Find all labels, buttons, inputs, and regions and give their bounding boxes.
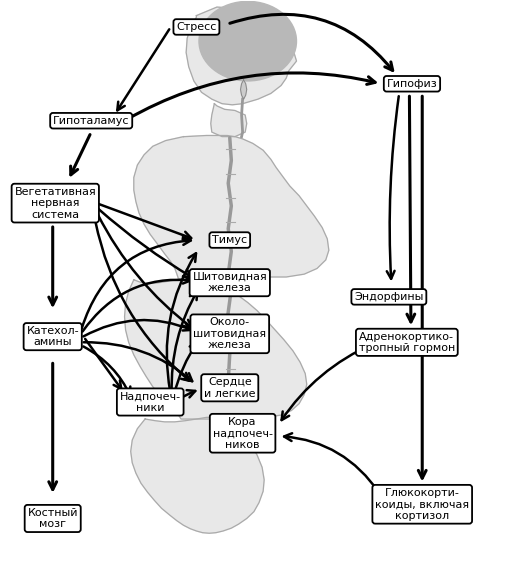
- Text: Вегетативная
нервная
система: Вегетативная нервная система: [14, 187, 96, 220]
- Text: Эндорфины: Эндорфины: [354, 292, 424, 302]
- Text: Катехол-
амины: Катехол- амины: [26, 326, 79, 347]
- Text: Сердце
и легкие: Сердце и легкие: [204, 377, 255, 399]
- Text: Костный
мозг: Костный мозг: [27, 508, 78, 529]
- Polygon shape: [131, 417, 264, 533]
- Polygon shape: [134, 135, 329, 282]
- Polygon shape: [124, 279, 307, 419]
- Text: Надпочеч-
ники: Надпочеч- ники: [120, 391, 181, 413]
- Polygon shape: [186, 7, 297, 105]
- Text: Тимус: Тимус: [212, 235, 247, 245]
- Text: Гипофиз: Гипофиз: [386, 79, 438, 89]
- Text: Шитовидная
железа: Шитовидная железа: [192, 272, 267, 293]
- Text: Гипоталамус: Гипоталамус: [53, 116, 130, 126]
- Text: Адренокортико-
тропный гормон: Адренокортико- тропный гормон: [359, 332, 455, 353]
- Polygon shape: [211, 104, 247, 136]
- Ellipse shape: [199, 1, 297, 81]
- Text: Около-
шитовидная
железа: Около- шитовидная железа: [193, 317, 266, 351]
- Text: Глюкокорти-
коиды, включая
кортизол: Глюкокорти- коиды, включая кортизол: [375, 488, 469, 521]
- Polygon shape: [240, 80, 247, 99]
- Text: Кора
надпочеч-
ников: Кора надпочеч- ников: [213, 417, 272, 450]
- Text: Стресс: Стресс: [176, 22, 217, 32]
